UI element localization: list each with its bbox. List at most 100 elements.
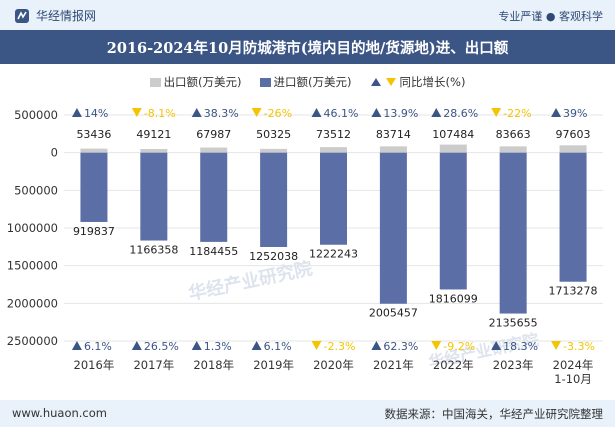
y-tick-label: 2500000 xyxy=(7,334,58,348)
import-bar xyxy=(499,152,527,314)
import-growth-label: 18.3% xyxy=(503,340,538,353)
import-value-label: 2135655 xyxy=(489,317,538,330)
import-bar xyxy=(559,152,587,282)
import-bar xyxy=(260,152,288,247)
export-value-label: 107484 xyxy=(432,128,474,141)
triangle-down-icon xyxy=(311,341,322,350)
triangle-down-icon xyxy=(491,108,502,117)
export-value-label: 73512 xyxy=(316,128,351,141)
import-bar xyxy=(80,152,108,222)
export-value-label: 97603 xyxy=(556,128,591,141)
export-value-label: 49121 xyxy=(136,128,171,141)
export-growth-label: 28.6% xyxy=(443,107,478,120)
triangle-up-icon xyxy=(431,108,442,117)
triangle-up-icon xyxy=(370,78,381,86)
export-bar xyxy=(140,148,168,153)
import-growth-label: 1.3% xyxy=(204,340,232,353)
triangle-down-icon xyxy=(131,108,142,117)
legend-growth-label: 同比增长(%) xyxy=(399,75,466,89)
export-growth-label: -8.1% xyxy=(144,107,176,120)
import-growth-label: -2.3% xyxy=(324,340,356,353)
x-tick-label: 2017年 xyxy=(133,358,174,372)
x-tick-label: 2024年 xyxy=(553,358,594,372)
export-bar xyxy=(260,148,288,153)
triangle-up-icon xyxy=(191,341,202,350)
y-tick-label: 500000 xyxy=(14,108,58,122)
triangle-up-icon xyxy=(71,108,82,117)
triangle-up-icon xyxy=(371,341,382,350)
y-tick-label: 1000000 xyxy=(7,221,58,235)
y-tick-label: 500000 xyxy=(14,183,58,197)
title-bar: 2016-2024年10月防城港市(境内目的地/货源地)进、出口额 xyxy=(0,30,615,64)
import-value-label: 1252038 xyxy=(249,250,298,263)
x-tick-label: 2018年 xyxy=(193,358,234,372)
y-tick-label: 0 xyxy=(51,146,58,160)
import-growth-label: 62.3% xyxy=(383,340,418,353)
export-growth-label: 38.3% xyxy=(204,107,239,120)
chart-title: 2016-2024年10月防城港市(境内目的地/货源地)进、出口额 xyxy=(106,39,509,57)
import-growth-label: 26.5% xyxy=(144,340,179,353)
export-bar xyxy=(379,146,407,153)
export-bar xyxy=(439,144,467,153)
export-growth-label: 14% xyxy=(84,107,108,120)
export-value-label: 83714 xyxy=(376,128,411,141)
export-bar xyxy=(499,146,527,153)
brand-name: 华经情报网 xyxy=(36,9,97,23)
triangle-up-icon xyxy=(131,341,142,350)
export-growth-label: 39% xyxy=(563,107,587,120)
export-bar xyxy=(80,148,108,153)
import-bar xyxy=(200,152,228,242)
legend-export-label: 出口额(万美元) xyxy=(163,75,242,89)
export-value-label: 53436 xyxy=(76,128,111,141)
legend-export[interactable]: 出口额(万美元) xyxy=(149,74,242,90)
import-growth-label: -9.2% xyxy=(443,340,475,353)
x-tick-label: 2016年 xyxy=(74,358,115,372)
import-growth-label: -3.3% xyxy=(563,340,595,353)
import-value-label: 1184455 xyxy=(189,245,238,258)
export-value-label: 50325 xyxy=(256,128,291,141)
footer-url[interactable]: www.huaon.com xyxy=(12,406,107,420)
legend-import-swatch xyxy=(259,77,271,87)
legend-export-swatch xyxy=(149,77,161,87)
import-bar xyxy=(320,152,347,245)
triangle-down-icon xyxy=(551,341,562,350)
export-growth-label: -26% xyxy=(264,107,292,120)
legend-growth[interactable]: 同比增长(%) xyxy=(370,74,466,90)
y-tick-label: 1500000 xyxy=(7,259,58,273)
export-value-label: 67987 xyxy=(196,128,231,141)
triangle-down-icon xyxy=(385,78,396,86)
export-value-label: 83663 xyxy=(496,128,531,141)
x-tick-label: 2020年 xyxy=(313,358,354,372)
y-tick-label: 2000000 xyxy=(7,296,58,310)
triangle-up-icon xyxy=(251,341,262,350)
chart-legend: 出口额(万美元) 进口额(万美元) 同比增长(%) xyxy=(0,74,615,90)
import-value-label: 1166358 xyxy=(129,244,178,257)
import-value-label: 2005457 xyxy=(369,307,418,320)
watermark: 华经产业研究院 xyxy=(186,257,314,305)
triangle-up-icon xyxy=(191,108,202,117)
triangle-up-icon xyxy=(551,108,562,117)
import-value-label: 919837 xyxy=(73,225,115,238)
triangle-up-icon xyxy=(371,108,382,117)
x-tick-label: 2022年 xyxy=(433,358,474,372)
triangle-up-icon xyxy=(311,108,322,117)
footer: www.huaon.com 数据来源：中国海关，华经产业研究院整理 xyxy=(0,400,615,427)
slogan: 专业严谨 ● 客观科学 xyxy=(498,10,603,23)
x-tick-label: 2023年 xyxy=(493,358,534,372)
brand[interactable]: 华经情报网 xyxy=(14,7,96,24)
triangle-up-icon xyxy=(71,341,82,350)
import-growth-label: 6.1% xyxy=(84,340,112,353)
import-bar xyxy=(140,152,168,241)
brand-logo-icon xyxy=(15,8,29,23)
legend-import-label: 进口额(万美元) xyxy=(273,75,352,89)
import-growth-label: 6.1% xyxy=(264,340,292,353)
top-bar: 华经情报网 专业严谨 ● 客观科学 xyxy=(0,0,615,30)
import-bar xyxy=(379,152,407,304)
import-value-label: 1222243 xyxy=(309,248,358,261)
export-bar xyxy=(320,147,347,153)
legend-import[interactable]: 进口额(万美元) xyxy=(259,74,352,90)
import-value-label: 1713278 xyxy=(549,285,598,298)
triangle-down-icon xyxy=(251,108,262,117)
x-tick-label: 2019年 xyxy=(253,358,294,372)
